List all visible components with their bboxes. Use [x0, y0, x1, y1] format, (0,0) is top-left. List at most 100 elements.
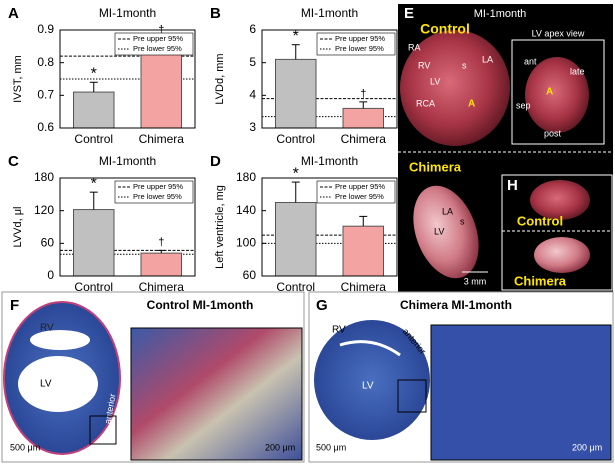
legend-label: Pre upper 95%	[133, 182, 183, 191]
panel-title: MI-1month	[474, 8, 527, 20]
legend-label: Pre upper 95%	[335, 182, 385, 191]
y-tick-label: 60	[243, 268, 257, 282]
y-axis-label: Left ventricle, mg	[214, 185, 226, 269]
panel-title: Chimera MI-1month	[400, 298, 512, 312]
heading: Chimera	[409, 159, 462, 174]
panel-label: B	[210, 5, 221, 22]
y-tick-label: 0.6	[37, 120, 54, 134]
y-tick-label: 60	[41, 236, 55, 250]
significance-mark: *	[91, 65, 97, 82]
legend-label: Pre upper 95%	[133, 34, 183, 43]
cavity	[30, 330, 90, 350]
label: LV	[434, 226, 444, 236]
scale-label: 500 μm	[10, 442, 40, 452]
significance-mark: *	[293, 165, 299, 182]
bar	[73, 209, 115, 277]
zoom-box	[397, 379, 427, 413]
y-tick-label: 0.7	[37, 88, 54, 102]
label: LA	[442, 206, 453, 216]
zoom-photo	[130, 327, 303, 461]
scale-label: 200 μm	[572, 442, 602, 452]
panel-label: E	[404, 5, 414, 22]
label: RA	[408, 42, 421, 52]
y-axis-label: LVVd, μl	[12, 207, 24, 248]
label: A	[468, 99, 475, 110]
legend-label: Pre lower 95%	[335, 192, 384, 201]
label: LV	[430, 76, 440, 86]
legend	[114, 180, 194, 204]
panel-title: Control MI-1month	[147, 298, 254, 312]
heading: Control	[420, 21, 470, 37]
chart-title: MI-1month	[99, 6, 156, 20]
bar	[140, 252, 182, 277]
bar	[140, 45, 182, 129]
y-tick-label: 3	[249, 120, 256, 134]
scale-label: 3 mm	[464, 276, 487, 286]
heart-photo	[413, 185, 479, 279]
legend	[316, 180, 396, 204]
significance-mark: *	[91, 175, 97, 192]
zoom-photo	[430, 324, 612, 461]
y-tick-label: 0.8	[37, 55, 54, 69]
x-tick-label: Control	[276, 280, 315, 294]
x-tick-label: Control	[276, 132, 315, 146]
scale-label: 200 μm	[265, 442, 295, 452]
label: RV	[332, 325, 346, 336]
y-tick-label: 120	[34, 203, 54, 217]
heart-photo	[400, 30, 510, 146]
y-tick-label: 0.9	[37, 22, 54, 36]
panel-label: A	[8, 5, 19, 22]
chart-title: MI-1month	[301, 154, 358, 168]
label: ant	[524, 56, 537, 66]
bar	[342, 225, 384, 277]
y-tick-label: 100	[236, 236, 256, 250]
x-tick-label: Chimera	[139, 280, 185, 294]
plot-frame	[261, 177, 398, 277]
legend-label: Pre upper 95%	[335, 34, 385, 43]
chart-title: MI-1month	[301, 6, 358, 20]
lung-photo	[534, 237, 590, 273]
x-tick-label: Control	[74, 280, 113, 294]
y-tick-label: 140	[236, 203, 256, 217]
zoom-box	[89, 415, 117, 445]
plot-frame	[59, 29, 196, 129]
lung-photo	[530, 180, 590, 220]
y-tick-label: 0	[47, 268, 54, 282]
bar	[275, 58, 317, 129]
x-tick-label: Chimera	[341, 280, 387, 294]
x-tick-label: Chimera	[341, 132, 387, 146]
panel-label: F	[10, 297, 19, 314]
label: RV	[418, 60, 430, 70]
label: s	[460, 216, 465, 226]
cavity	[18, 356, 98, 412]
label: late	[570, 66, 585, 76]
label: s	[462, 60, 467, 70]
chart-title: MI-1month	[99, 154, 156, 168]
label: LA	[482, 54, 493, 64]
panel-label: H	[507, 177, 518, 194]
y-axis-label: IVST, mm	[12, 55, 24, 103]
plot-frame	[59, 177, 196, 277]
label: LV	[362, 381, 374, 392]
bar	[73, 91, 115, 129]
y-tick-label: 4	[249, 88, 256, 102]
cavity	[339, 340, 401, 357]
y-axis-label: LVDd, mm	[214, 53, 226, 104]
x-tick-label: Chimera	[139, 132, 185, 146]
legend-label: Pre lower 95%	[133, 192, 182, 201]
y-tick-label: 6	[249, 22, 256, 36]
plot-frame	[261, 29, 398, 129]
y-tick-label: 5	[249, 55, 256, 69]
panel-label: D	[210, 153, 221, 170]
x-tick-label: Control	[74, 132, 113, 146]
bar	[342, 107, 384, 129]
label: post	[544, 128, 562, 138]
heading: Control	[517, 213, 563, 228]
label: RV	[40, 323, 54, 334]
bar	[275, 202, 317, 277]
tissue-section	[314, 320, 430, 440]
label: A	[546, 87, 553, 98]
label: RCA	[416, 98, 435, 108]
